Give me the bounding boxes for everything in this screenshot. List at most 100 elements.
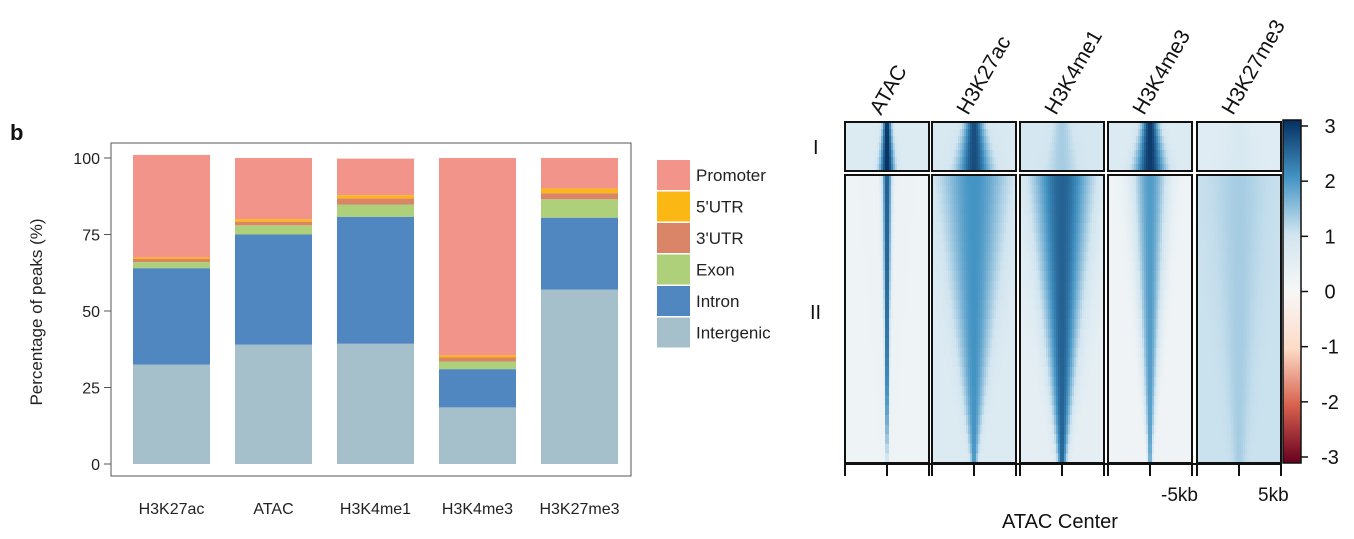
heatmap-cell <box>873 232 876 243</box>
heatmap-cell <box>877 357 880 368</box>
heatmap-cell <box>968 143 971 151</box>
heatmap-cell <box>905 261 908 272</box>
heatmap-cell <box>851 280 854 291</box>
heatmap-cell <box>976 164 979 172</box>
heatmap-cell <box>863 453 866 464</box>
heatmap-cell <box>911 242 914 253</box>
heatmap-cell <box>1004 175 1007 186</box>
heatmap-cell <box>1028 453 1031 464</box>
heatmap-cell <box>857 175 860 186</box>
heatmap-cell <box>934 213 937 224</box>
heatmap-cell <box>1150 136 1153 144</box>
heatmap-cell <box>923 453 926 464</box>
heatmap-cell <box>899 242 902 253</box>
heatmap-cell <box>887 424 890 435</box>
heatmap-cell <box>1074 290 1077 301</box>
heatmap-cell <box>925 223 928 234</box>
heatmap-cell <box>1124 157 1127 165</box>
heatmap-cell <box>964 194 967 205</box>
heatmap-cell <box>897 184 900 195</box>
heatmap-cell <box>881 434 884 445</box>
heatmap-cell <box>861 232 864 243</box>
heatmap-cell <box>996 184 999 195</box>
heatmap-cell <box>903 194 906 205</box>
heatmap-cell <box>1000 164 1003 172</box>
heatmap-cell <box>1140 136 1143 144</box>
heatmap-cell <box>909 194 912 205</box>
heatmap-cell <box>1108 164 1111 172</box>
heatmap-cell <box>946 415 949 426</box>
heatmap-cell <box>1048 232 1051 243</box>
heatmap-cell <box>1046 164 1049 172</box>
heatmap-cell <box>865 129 868 137</box>
heatmap-cell <box>980 347 983 358</box>
heatmap-cell <box>923 251 926 262</box>
heatmap-cell <box>1112 122 1115 130</box>
heatmap-cell <box>1010 434 1013 445</box>
heatmap-cell <box>1084 386 1087 397</box>
heatmap-cell <box>954 376 957 387</box>
heatmap-cell <box>889 271 892 282</box>
heatmap-cell <box>942 157 945 165</box>
heatmap-cell <box>909 164 912 172</box>
heatmap-cell <box>940 376 943 387</box>
heatmap-cell <box>849 242 852 253</box>
heatmap-cell <box>1084 299 1087 310</box>
heatmap-cell <box>1000 376 1003 387</box>
heatmap-cell <box>950 386 953 397</box>
heatmap-cell <box>1138 143 1141 151</box>
heatmap-cell <box>1098 319 1101 330</box>
heatmap-cell <box>881 136 884 144</box>
heatmap-cell <box>1098 415 1101 426</box>
heatmap-cell <box>889 309 892 320</box>
heatmap-cell <box>917 328 920 339</box>
heatmap-cell <box>998 150 1001 158</box>
heatmap-cell <box>956 232 959 243</box>
heatmap-cell <box>956 424 959 435</box>
heatmap-cell <box>1038 150 1041 158</box>
heatmap-cell <box>1136 122 1139 130</box>
heatmap-cell <box>1024 290 1027 301</box>
heatmap-cell <box>1004 443 1007 454</box>
heatmap-cell <box>1090 203 1093 214</box>
heatmap-cell <box>909 386 912 397</box>
heatmap-cell <box>942 280 945 291</box>
heatmap-cell <box>1000 424 1003 435</box>
heatmap-cell <box>911 271 914 282</box>
heatmap-cell <box>849 434 852 445</box>
heatmap-cell <box>1078 453 1081 464</box>
heatmap-cell <box>1052 136 1055 144</box>
heatmap-cell <box>998 194 1001 205</box>
heatmap-cell <box>1064 251 1067 262</box>
heatmap-cell <box>873 386 876 397</box>
heatmap-cell <box>970 194 973 205</box>
heatmap-cell <box>1096 309 1099 320</box>
heatmap-cell <box>1080 357 1083 368</box>
heatmap-cell <box>875 424 878 435</box>
heatmap-cell <box>1002 290 1005 301</box>
heatmap-cell <box>859 129 862 137</box>
heatmap-cell <box>859 261 862 272</box>
heatmap-cell <box>970 386 973 397</box>
heatmap-cell <box>1026 129 1029 137</box>
heatmap-cell <box>990 453 993 464</box>
heatmap-cell <box>895 415 898 426</box>
heatmap-cell <box>1028 367 1031 378</box>
heatmap-cell <box>855 434 858 445</box>
heatmap-cell <box>1096 395 1099 406</box>
heatmap-cell <box>948 251 951 262</box>
heatmap-cell <box>873 328 876 339</box>
heatmap-cell <box>1062 143 1065 151</box>
heatmap-cell <box>1146 150 1149 158</box>
heatmap-cell <box>1156 129 1159 137</box>
heatmap-cell <box>938 299 941 310</box>
heatmap-cell <box>845 367 848 378</box>
heatmap-cell <box>952 261 955 272</box>
heatmap-cell <box>863 338 866 349</box>
heatmap-cell <box>875 290 878 301</box>
heatmap-cell <box>976 367 979 378</box>
heatmap-cell <box>1092 395 1095 406</box>
heatmap-cell <box>966 405 969 416</box>
heatmap-cell <box>887 143 890 151</box>
heatmap-cell <box>968 309 971 320</box>
